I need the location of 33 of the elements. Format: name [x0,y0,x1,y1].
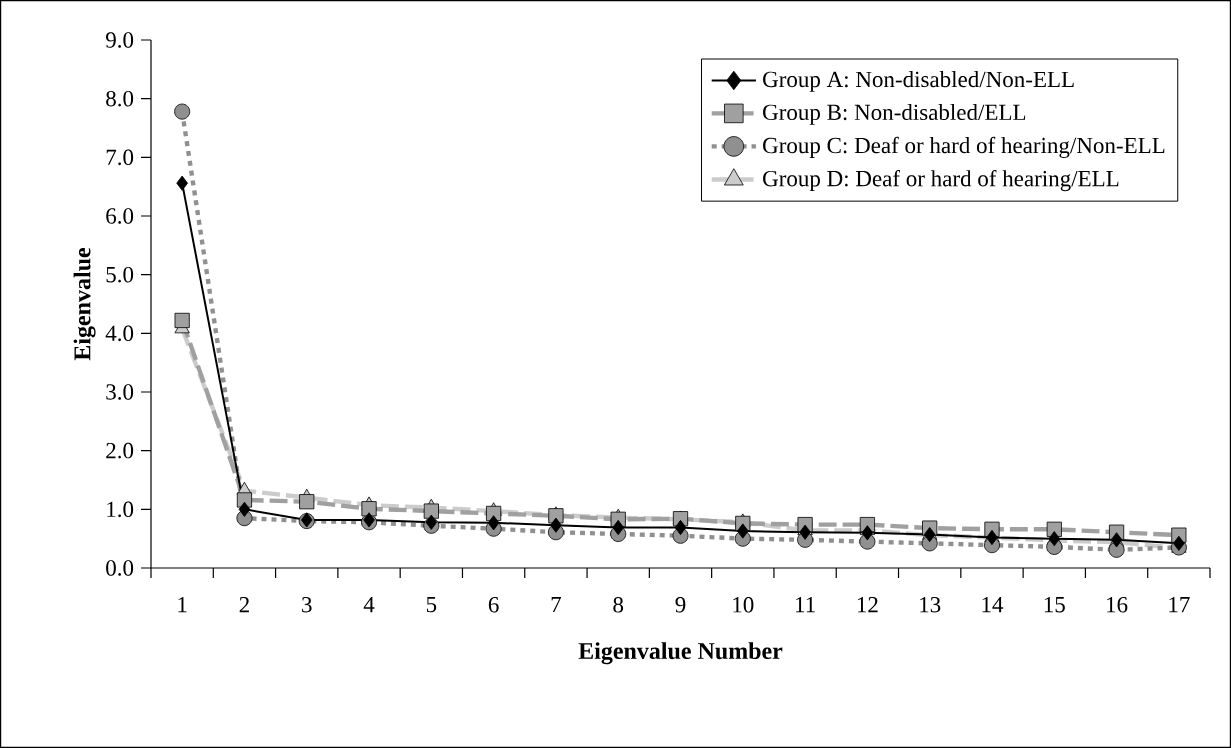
x-tick-label: 17 [1169,597,1190,613]
x-tick-label: 4 [363,597,375,613]
x-tick-label: 8 [613,597,624,613]
x-tick-label: 9 [675,597,686,613]
y-tick-label: 6.0 [106,208,134,224]
x-axis-title: Eigenvalue Number [578,642,783,665]
x-tick-label: 12 [857,597,878,613]
x-tick-label: 3 [302,597,312,613]
y-axis-title: Eigenvalue [73,247,96,361]
x-tick-label: 10 [733,597,754,613]
y-tick-label: 7.0 [106,149,134,166]
x-tick-label: 1 [178,597,187,613]
legend-label: Group A: Non-disabled/Non-ELL [763,70,1074,92]
x-tick-label: 14 [982,597,1004,613]
y-tick-label: 1.0 [107,501,134,518]
x-tick-label: 11 [796,597,815,613]
legend-label: Group B: Non-disabled/ELL [763,103,1026,125]
y-tick-label: 8.0 [106,90,134,107]
x-tick-label: 7 [551,597,562,613]
y-tick-label: 0.0 [106,560,134,576]
x-tick-label: 5 [426,597,437,613]
x-tick-label: 2 [239,597,249,613]
y-tick-label: 9.0 [105,32,134,48]
x-tick-label: 16 [1107,597,1128,613]
legend-label: Group C: Deaf or hard of hearing/Non-ELL [763,136,1165,158]
legend-label: Group D: Deaf or hard of hearing/ELL [763,169,1119,192]
y-tick-label: 3.0 [106,384,134,400]
x-tick-label: 13 [920,597,941,613]
x-tick-label: 15 [1044,597,1065,613]
y-tick-label: 5.0 [106,266,134,283]
x-tick-label: 6 [488,597,499,613]
y-tick-label: 4.0 [105,325,134,342]
y-tick-label: 2.0 [106,442,134,459]
